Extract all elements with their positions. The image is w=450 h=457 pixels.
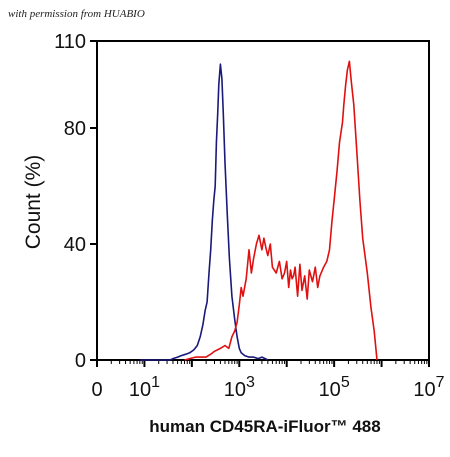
series-line-2 xyxy=(184,60,378,361)
x-axis-label: human CD45RA-iFluor™ 488 xyxy=(149,417,380,436)
y-axis-label: Count (%) xyxy=(22,155,45,250)
x-tick-label: 105 xyxy=(319,374,350,401)
y-tick-label: 40 xyxy=(64,234,86,256)
x-tick-label: 107 xyxy=(413,374,444,401)
x-tick-label: 0 xyxy=(91,379,102,401)
y-tick-label: 110 xyxy=(54,31,86,53)
x-tick-label: 103 xyxy=(224,374,255,401)
plot-frame xyxy=(96,40,430,361)
series-line-1 xyxy=(139,63,269,361)
y-tick-label: 0 xyxy=(75,350,86,372)
series-layer xyxy=(139,60,378,361)
plot-axes: 0 40 80 110 0 101 103 105 107 xyxy=(54,31,445,401)
x-tick-label: 101 xyxy=(129,374,160,401)
watermark-text: with permission from HUABIO xyxy=(8,8,145,20)
axis-labels: Count (%) human CD45RA-iFluor™ 488 xyxy=(22,155,381,436)
y-tick-label: 80 xyxy=(64,118,86,140)
